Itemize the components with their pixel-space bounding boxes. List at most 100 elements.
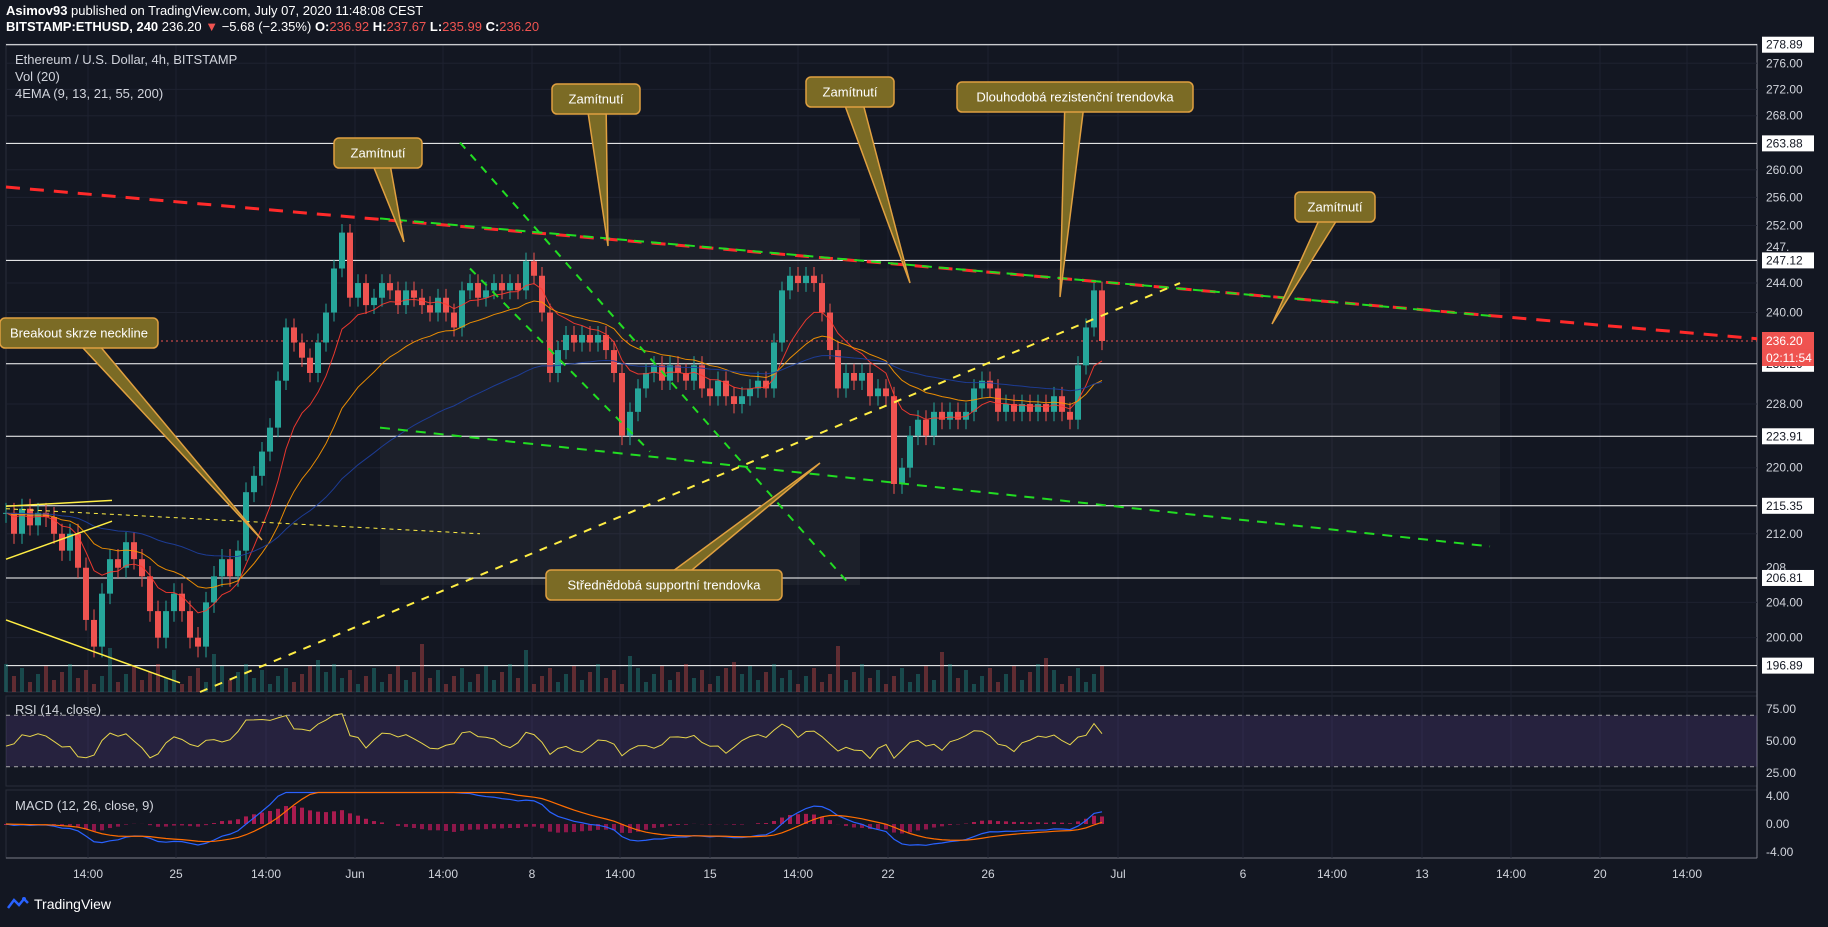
macd-histogram-bar: [596, 824, 600, 830]
volume-legend[interactable]: Vol (20): [15, 69, 60, 84]
candle-body: [163, 611, 169, 638]
volume-bar: [516, 678, 520, 692]
candle-body: [811, 275, 817, 284]
symbol-label[interactable]: BITSTAMP:ETHUSD, 240: [6, 19, 159, 34]
ema-legend[interactable]: 4EMA (9, 13, 21, 55, 200): [15, 86, 164, 101]
price-tick-label: 228.00: [1766, 397, 1803, 411]
ema-line: [5, 300, 1103, 589]
volume-bar: [988, 668, 992, 692]
candle-body: [803, 275, 809, 284]
rsi-line: [5, 713, 1103, 760]
volume-bar: [868, 678, 872, 692]
candle-body: [795, 275, 801, 284]
level-tag-label: 278.89: [1766, 38, 1803, 52]
volume-bar: [132, 666, 136, 692]
macd-histogram-bar: [164, 824, 168, 827]
volume-bar: [220, 666, 224, 692]
macd-histogram-bar: [356, 815, 360, 824]
volume-bar: [332, 664, 336, 692]
volume-bar: [956, 678, 960, 692]
candle-body: [531, 261, 537, 276]
candle-body: [571, 334, 577, 343]
level-tag-label: 215.35: [1766, 499, 1803, 513]
macd-histogram-bar: [228, 820, 232, 824]
candle-body: [899, 467, 905, 484]
volume-bar: [428, 678, 432, 692]
candle-body: [179, 593, 185, 612]
candle-body: [1011, 404, 1017, 412]
candle-body: [211, 576, 217, 603]
macd-histogram-bar: [172, 824, 176, 826]
macd-histogram-bar: [732, 824, 736, 825]
neckline: [5, 508, 481, 535]
candle-body: [67, 533, 73, 551]
macd-histogram-bar: [660, 824, 664, 828]
tradingview-brand[interactable]: TradingView: [6, 896, 111, 912]
macd-histogram-bar: [324, 812, 328, 824]
candle-body: [363, 283, 369, 306]
volume-bar: [28, 682, 32, 692]
rsi-legend[interactable]: RSI (14, close): [15, 702, 101, 717]
volume-bar: [228, 680, 232, 692]
candle-body: [1067, 411, 1073, 420]
macd-line: [5, 791, 1103, 846]
volume-bar: [1028, 672, 1032, 692]
time-tick-label: 8: [529, 867, 536, 881]
candle-body: [683, 372, 689, 381]
candle-body: [443, 297, 449, 313]
callout-box: [545, 569, 783, 601]
triangle-line: [5, 499, 113, 507]
macd-histogram-bar: [644, 824, 648, 830]
volume-bar: [92, 684, 96, 692]
level-tag: [1762, 252, 1814, 269]
volume-bar: [996, 682, 1000, 692]
candle-body: [307, 357, 313, 373]
series-title[interactable]: Ethereum / U.S. Dollar, 4h, BITSTAMP: [15, 52, 238, 67]
countdown-tag: [1762, 349, 1814, 366]
volume-bar: [164, 678, 168, 692]
candle-body: [499, 283, 505, 291]
price-tick-label: 272.00: [1766, 82, 1803, 96]
last-price-label: 236.20: [1766, 334, 1803, 348]
trendlines: [5, 141, 1758, 693]
macd-histogram-bar: [196, 824, 200, 827]
macd-histogram-bar: [316, 811, 320, 824]
time-tick-label: 14:00: [783, 867, 813, 881]
volume-bar: [644, 682, 648, 692]
candle-body: [323, 312, 329, 343]
volume-bar: [740, 674, 744, 692]
candle-body: [475, 283, 481, 298]
volume-bar: [788, 670, 792, 692]
macd-legend[interactable]: MACD (12, 26, close, 9): [15, 798, 154, 813]
price-tick-label: 204.00: [1766, 595, 1803, 609]
volume-bar: [188, 676, 192, 692]
volume-bar: [828, 674, 832, 692]
candle-body: [523, 261, 529, 291]
macd-tick-label: -4.00: [1766, 845, 1794, 859]
author-name[interactable]: Asimov93: [6, 3, 68, 18]
volume-bar: [564, 674, 568, 692]
volume-bar: [548, 668, 552, 692]
macd-histogram-bar: [796, 814, 800, 824]
callout-box: [333, 137, 423, 169]
publish-text: published on TradingView.com, July 07, 2…: [71, 3, 424, 18]
level-tag: [1762, 657, 1814, 674]
candle-body: [883, 388, 889, 397]
macd-histogram-bar: [684, 824, 688, 825]
macd-histogram-bar: [236, 819, 240, 824]
macd-histogram-bar: [1092, 815, 1096, 824]
volume-bar: [556, 682, 560, 692]
candle-body: [235, 550, 241, 577]
candle-body: [627, 411, 633, 436]
candle-body: [939, 411, 945, 420]
macd-histogram-bar: [1044, 822, 1048, 824]
rsi-tick-label: 75.00: [1766, 702, 1796, 716]
candle-body: [507, 283, 513, 291]
macd-histogram-bar: [1004, 821, 1008, 824]
support-trendline: [199, 282, 1181, 693]
volume-bar: [764, 672, 768, 692]
volume-bar: [836, 646, 840, 692]
macd-histogram-bar: [764, 823, 768, 824]
volume-bar: [756, 680, 760, 692]
